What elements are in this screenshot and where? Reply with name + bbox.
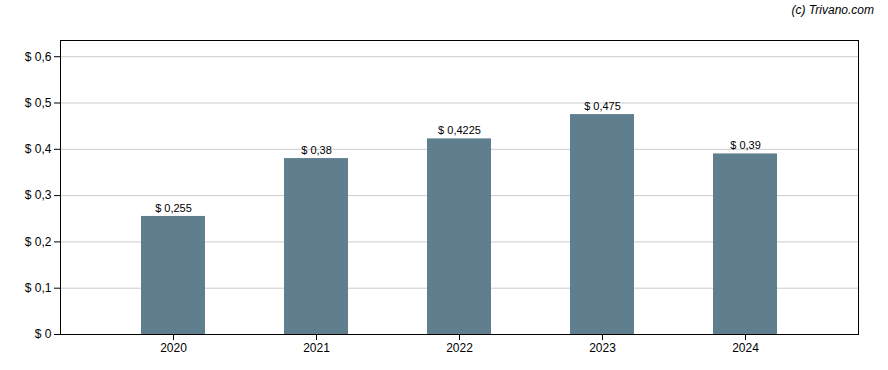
svg-text:$ 0,5: $ 0,5 <box>25 96 52 110</box>
svg-text:$ 0,38: $ 0,38 <box>301 144 332 156</box>
svg-text:$ 0,6: $ 0,6 <box>25 50 52 64</box>
svg-text:$ 0,39: $ 0,39 <box>730 139 761 151</box>
svg-text:$ 0,2: $ 0,2 <box>25 235 52 249</box>
svg-text:2024: 2024 <box>732 341 759 355</box>
svg-text:$ 0: $ 0 <box>35 327 52 341</box>
svg-text:2021: 2021 <box>303 341 330 355</box>
svg-text:2023: 2023 <box>589 341 616 355</box>
html-text:(c) Trivano.com: (c) Trivano.com <box>791 3 874 17</box>
svg-text:$ 0,4: $ 0,4 <box>25 142 52 156</box>
svg-text:$ 0,4225: $ 0,4225 <box>438 124 481 136</box>
svg-text:2020: 2020 <box>160 341 187 355</box>
svg-text:$ 0,475: $ 0,475 <box>584 100 621 112</box>
svg-text:2022: 2022 <box>446 341 473 355</box>
svg-text:$ 0,255: $ 0,255 <box>155 202 192 214</box>
svg-text:$ 0,1: $ 0,1 <box>25 281 52 295</box>
svg-text:$ 0,3: $ 0,3 <box>25 188 52 202</box>
